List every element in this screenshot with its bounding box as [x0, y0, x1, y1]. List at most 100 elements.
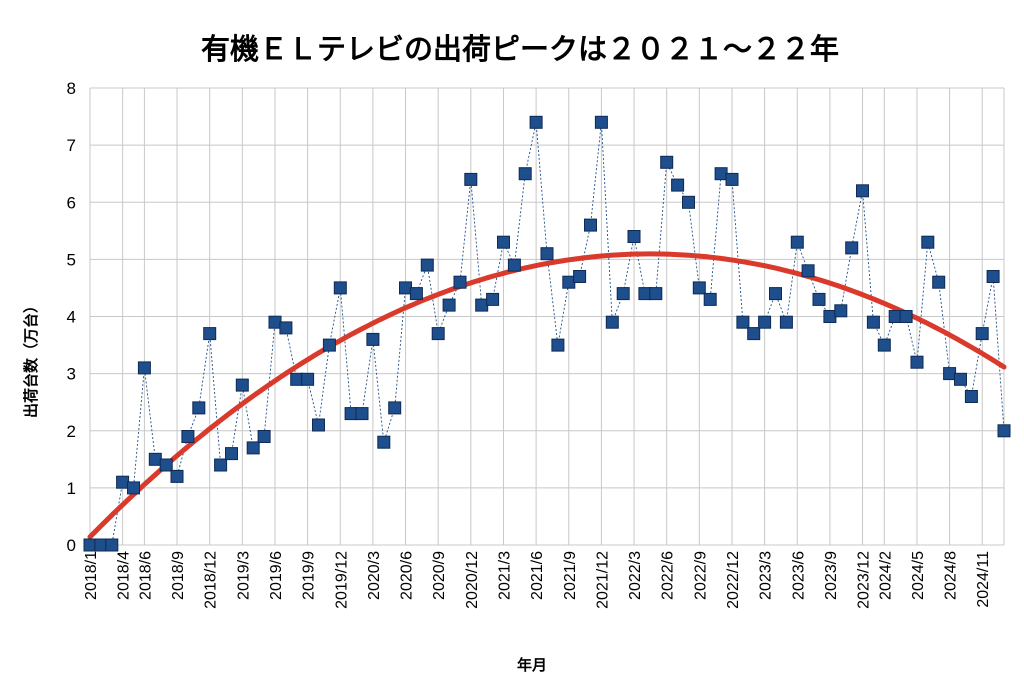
data-point: [399, 281, 412, 295]
data-point: [214, 458, 228, 472]
data-point: [268, 315, 282, 329]
data-point: [573, 270, 587, 283]
chart-title: 有機ＥＬテレビの出荷ピークは２０２１～２２年: [201, 32, 839, 66]
y-tick-label: 1: [67, 479, 76, 498]
data-point: [660, 155, 674, 169]
data-point: [866, 315, 880, 329]
x-tick-label: 2023/6: [790, 551, 807, 600]
x-tick-label: 2020/3: [366, 551, 383, 600]
data-point: [562, 275, 576, 289]
grid: [89, 87, 1005, 546]
x-tick-label: 2020/12: [464, 551, 481, 609]
data-point: [486, 292, 500, 306]
data-point: [932, 275, 946, 289]
data-point: [148, 452, 162, 466]
x-tick-label: 2021/9: [562, 551, 579, 600]
data-point: [627, 230, 641, 243]
y-tick-label: 6: [67, 193, 76, 212]
x-tick-label: 2018/1: [83, 551, 100, 600]
data-point: [497, 235, 510, 249]
data-point: [747, 327, 761, 341]
data-point: [605, 315, 619, 329]
data-point: [692, 281, 706, 295]
data-point: [159, 458, 173, 472]
data-point: [769, 287, 782, 301]
data-point: [431, 327, 445, 341]
data-point: [225, 447, 238, 461]
x-tick-label: 2022/3: [627, 551, 644, 600]
y-tick-label: 4: [67, 308, 76, 327]
data-point: [812, 292, 826, 306]
x-tick-label: 2022/12: [725, 551, 742, 609]
data-point: [83, 538, 97, 552]
x-tick-label: 2020/9: [431, 551, 448, 600]
x-tick-label: 2018/4: [116, 551, 133, 600]
data-point: [638, 287, 652, 301]
data-point: [507, 258, 521, 272]
x-tick-label: 2023/9: [823, 551, 840, 600]
data-point: [986, 270, 1000, 283]
data-point: [388, 401, 402, 415]
data-point: [94, 538, 108, 552]
data-point: [518, 167, 532, 181]
data-point: [954, 372, 967, 386]
x-tick-label: 2021/6: [529, 551, 546, 600]
data-point: [801, 264, 815, 278]
x-axis-ticks: 2018/1 2018/4 2018/6 2018/9 2018/12 2019/3 201…: [83, 551, 992, 609]
data-point: [442, 298, 456, 312]
x-tick-label: 2021/12: [594, 551, 611, 609]
y-axis-ticks: 0 1 2 3 4 5 6 7 8: [67, 79, 76, 555]
data-point: [192, 401, 206, 415]
data-point: [964, 390, 978, 403]
data-point: [845, 241, 859, 255]
data-point: [888, 310, 902, 323]
data-point: [290, 372, 304, 386]
data-point: [170, 469, 184, 483]
x-tick-label: 2022/6: [660, 551, 677, 600]
data-point: [649, 287, 663, 301]
data-point: [877, 338, 891, 352]
data-point: [235, 378, 249, 392]
data-point: [475, 298, 489, 312]
data-point: [714, 167, 728, 181]
x-tick-label: 2024/2: [877, 551, 894, 600]
data-point: [257, 430, 271, 443]
data-point: [975, 327, 989, 341]
trend-line: [87, 251, 1007, 540]
y-tick-label: 2: [67, 422, 76, 441]
data-point: [551, 338, 565, 352]
data-point: [899, 310, 913, 323]
data-point: [834, 304, 848, 318]
data-point: [616, 287, 630, 301]
data-point: [921, 235, 935, 249]
data-point: [409, 287, 423, 301]
data-point: [594, 115, 608, 129]
data-point: [203, 327, 217, 341]
x-tick-label: 2019/12: [333, 551, 350, 609]
data-point: [279, 321, 293, 335]
data-point: [344, 407, 358, 421]
x-tick-label: 2018/12: [203, 551, 220, 609]
data-point: [943, 367, 957, 381]
x-tick-label: 2023/12: [856, 551, 873, 609]
data-point: [312, 418, 325, 432]
data-point: [322, 338, 336, 352]
data-point: [584, 218, 597, 232]
data-point: [127, 481, 140, 495]
y-axis-label: 出荷台数（万台）: [22, 298, 40, 418]
data-point: [355, 407, 369, 421]
data-point: [246, 441, 260, 455]
data-point: [703, 292, 717, 306]
data-point: [377, 435, 391, 449]
y-tick-label: 3: [67, 365, 76, 384]
x-tick-label: 2023/3: [758, 551, 775, 600]
data-point: [725, 172, 739, 186]
x-tick-label: 2024/8: [943, 551, 960, 600]
data-point: [464, 172, 478, 186]
x-tick-label: 2020/6: [399, 551, 416, 600]
data-point: [823, 310, 837, 323]
data-point: [137, 361, 151, 375]
x-tick-label: 2018/9: [170, 551, 187, 600]
data-points: [83, 115, 1011, 552]
